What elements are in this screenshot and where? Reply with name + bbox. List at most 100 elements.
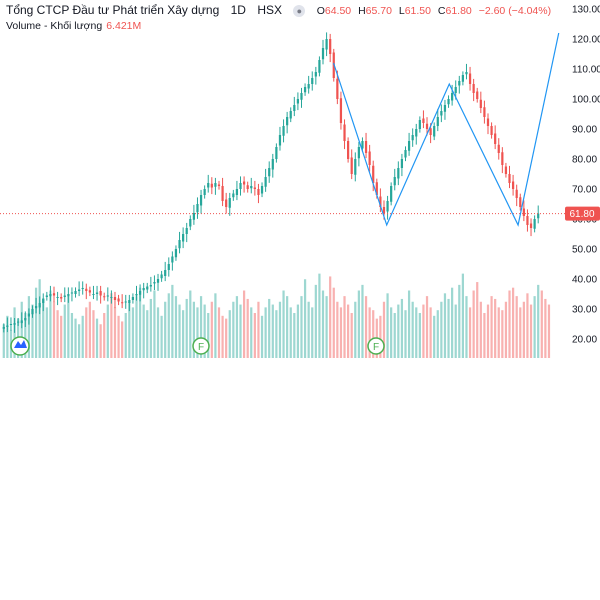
- volume-bar: [547, 304, 551, 358]
- candle: [311, 71, 314, 91]
- volume-bar: [429, 307, 432, 358]
- candle: [171, 251, 174, 271]
- volume-bar: [135, 296, 138, 358]
- candle: [465, 63, 468, 80]
- low-value: 61.50: [404, 5, 431, 17]
- volume-bar: [465, 296, 468, 358]
- volume-bar: [425, 296, 429, 358]
- volume-bar: [131, 307, 135, 358]
- candle: [533, 215, 536, 233]
- volume-bar: [174, 296, 178, 358]
- candle: [537, 205, 540, 224]
- dividend-F-icon[interactable]: F: [367, 337, 385, 355]
- candle: [400, 153, 404, 177]
- volume-bar: [264, 307, 267, 358]
- candle: [278, 126, 282, 151]
- volume-bar: [95, 318, 99, 358]
- volume-bar: [128, 301, 131, 358]
- eye-icon[interactable]: ●: [293, 4, 306, 17]
- candle: [325, 32, 328, 57]
- price-tick-label: 80.00: [572, 155, 597, 166]
- volume-value: 6.421M: [106, 20, 142, 32]
- volume-bar: [275, 310, 278, 358]
- candle: [415, 123, 418, 145]
- volume-bar: [124, 313, 127, 358]
- volume-bar: [88, 301, 91, 358]
- volume-bar: [246, 298, 249, 358]
- volume-bar: [185, 298, 188, 358]
- volume-bar: [508, 290, 511, 358]
- price-tick-label: 30.00: [572, 305, 597, 316]
- candle: [20, 312, 23, 329]
- volume-bar: [393, 313, 396, 358]
- volume-bar: [422, 304, 425, 358]
- candle: [321, 39, 325, 65]
- volume-bar: [268, 298, 271, 358]
- volume-bar: [189, 290, 192, 358]
- candle: [511, 174, 515, 196]
- volume-bar: [296, 304, 300, 358]
- volume-bar: [497, 307, 500, 358]
- volume-bar: [300, 296, 303, 358]
- candle: [411, 128, 414, 147]
- volume-bar: [490, 296, 493, 358]
- volume-bar: [515, 296, 518, 358]
- interval-label[interactable]: 1D: [230, 3, 246, 17]
- volume-bar: [382, 301, 386, 358]
- volume-bar: [56, 310, 59, 358]
- tradingview-logo-icon[interactable]: [10, 336, 30, 356]
- candle: [113, 291, 117, 309]
- volume-bar: [461, 273, 464, 358]
- volume-bar: [196, 307, 199, 358]
- candle: [397, 161, 400, 186]
- candle: [146, 282, 149, 294]
- candle: [106, 287, 109, 302]
- candle: [404, 146, 407, 162]
- trendline[interactable]: [332, 32, 560, 227]
- candle: [436, 108, 439, 132]
- candle: [268, 161, 271, 183]
- volume-bar: [332, 287, 335, 358]
- volume-bar: [479, 301, 482, 358]
- volume-bar: [210, 301, 213, 358]
- candle: [461, 71, 464, 86]
- volume-bar: [207, 313, 210, 358]
- volume-bar: [286, 296, 289, 358]
- volume-bar: [486, 304, 490, 358]
- volume-bar: [146, 310, 149, 358]
- volume-bar: [293, 313, 296, 358]
- volume-bar: [117, 315, 120, 358]
- candle: [472, 78, 475, 102]
- price-axis[interactable]: 130.00 120.00 110.00 100.00 90.00 80.00 70.00 6…: [572, 5, 600, 346]
- price-tick-label: 70.00: [572, 185, 597, 196]
- volume-bar: [60, 315, 63, 358]
- candle: [253, 180, 256, 196]
- candle: [494, 125, 497, 150]
- volume-label: Volume - Khối lượng: [6, 20, 103, 32]
- volume-bar: [314, 284, 317, 358]
- candle: [49, 285, 52, 302]
- dividend-F-icon[interactable]: F: [192, 337, 210, 355]
- candle: [486, 113, 490, 135]
- candle: [501, 147, 504, 174]
- volume-bar: [257, 301, 260, 358]
- volume-bar: [318, 273, 321, 358]
- price-chart[interactable]: 130.00 120.00 110.00 100.00 90.00 80.00 70.00 6…: [0, 0, 600, 360]
- candle: [347, 137, 350, 163]
- volume-bar: [52, 301, 56, 358]
- volume-bar: [386, 293, 389, 358]
- volume-bar: [228, 310, 231, 358]
- candle: [282, 119, 285, 143]
- volume-bar: [27, 296, 31, 358]
- volume-bar: [357, 290, 360, 358]
- volume-bar: [440, 301, 443, 358]
- candle: [128, 294, 131, 312]
- candle: [300, 87, 303, 108]
- volume-bar: [153, 290, 156, 358]
- candle: [103, 292, 106, 301]
- volume-bar: [81, 315, 84, 358]
- candle: [232, 189, 235, 201]
- candle: [497, 138, 500, 160]
- volume-bar: [483, 313, 486, 358]
- candle: [42, 293, 45, 312]
